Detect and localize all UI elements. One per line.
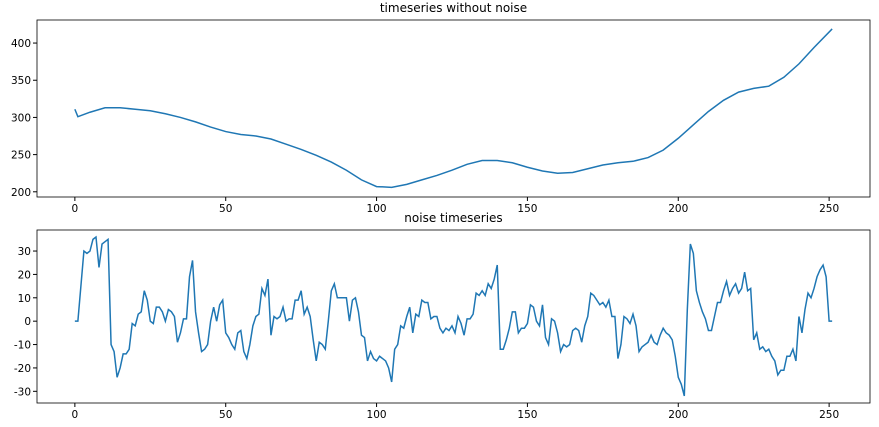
series-line [74,235,833,397]
x-tick-label: 250 [819,203,839,215]
chart-title: noise timeseries [404,211,502,225]
x-tick-label: 150 [517,409,537,421]
chart-title: timeseries without noise [380,1,527,15]
y-tick-label: 0 [24,316,31,328]
y-tick-label: 350 [11,75,31,87]
y-tick-label: 250 [11,150,31,162]
plot-frame [36,19,871,198]
x-tick-label: 150 [517,203,537,215]
y-tick-label: -20 [14,363,31,375]
plot-frame [36,229,871,404]
y-tick-label: 10 [18,293,31,305]
series-line [74,28,833,189]
x-tick-label: 50 [219,203,232,215]
x-tick-label: 200 [668,203,688,215]
y-tick-label: -30 [14,386,31,398]
x-tick-label: 0 [72,203,79,215]
x-tick-label: 100 [367,409,387,421]
y-tick-label: 30 [18,246,31,258]
y-tick-label: -10 [14,340,31,352]
y-tick-label: 200 [11,187,31,199]
y-tick-label: 400 [11,38,31,50]
x-tick-label: 200 [668,409,688,421]
y-tick-label: 300 [11,112,31,124]
y-tick-label: 20 [18,269,31,281]
x-tick-label: 50 [219,409,232,421]
x-tick-label: 100 [367,203,387,215]
x-tick-label: 0 [72,409,79,421]
x-tick-label: 250 [819,409,839,421]
